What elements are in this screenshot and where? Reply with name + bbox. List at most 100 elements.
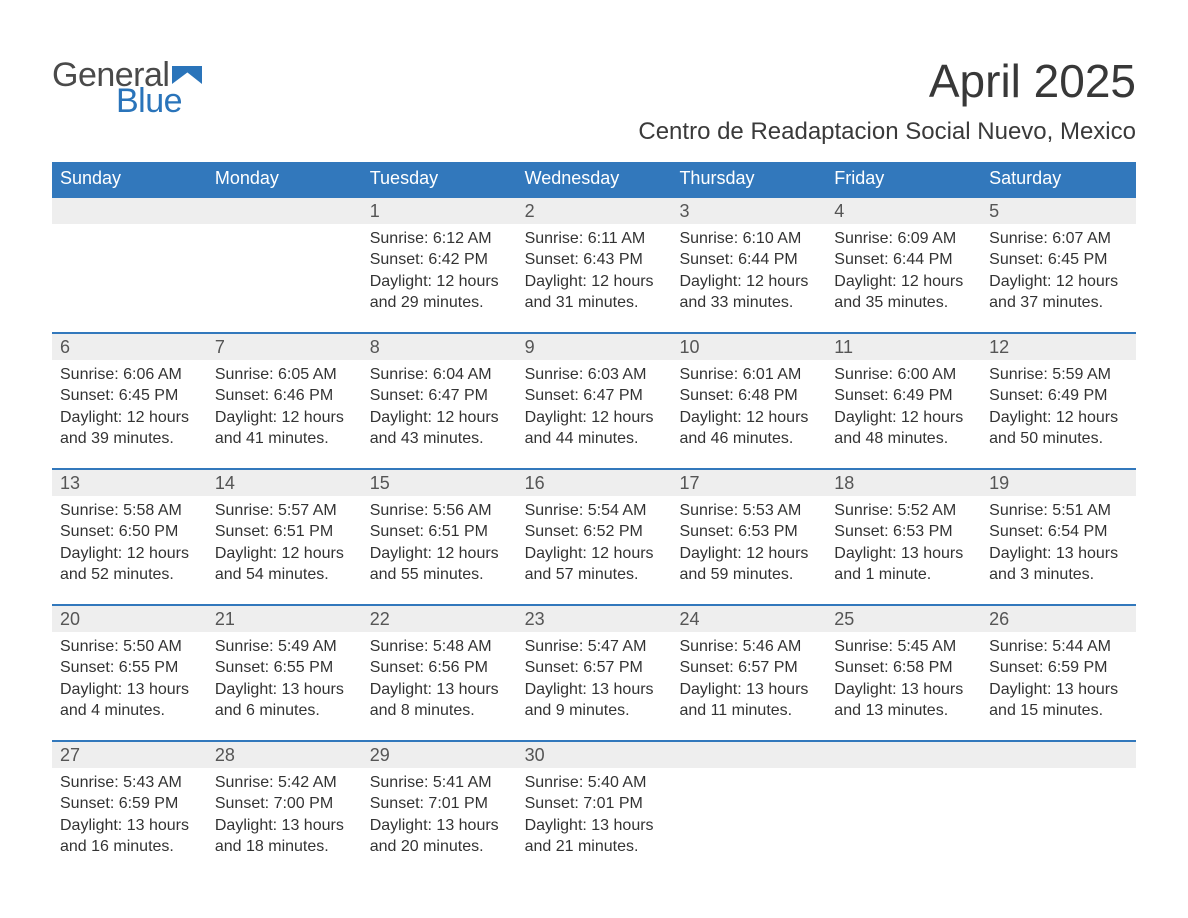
day-number-row: 12 xyxy=(981,332,1136,360)
day-body: Sunrise: 5:45 AMSunset: 6:58 PMDaylight:… xyxy=(826,632,981,724)
calendar-day: 23Sunrise: 5:47 AMSunset: 6:57 PMDayligh… xyxy=(517,604,672,724)
sunrise-value: Sunrise: 5:46 AM xyxy=(679,636,818,657)
day-number-row: 30 xyxy=(517,740,672,768)
day-number-row: 5 xyxy=(981,196,1136,224)
calendar-day: 29Sunrise: 5:41 AMSunset: 7:01 PMDayligh… xyxy=(362,740,517,860)
day-number-row: 8 xyxy=(362,332,517,360)
calendar-day: 24Sunrise: 5:46 AMSunset: 6:57 PMDayligh… xyxy=(671,604,826,724)
day-number: 4 xyxy=(826,201,844,222)
sunrise-value: Sunrise: 6:07 AM xyxy=(989,228,1128,249)
calendar-day xyxy=(52,196,207,316)
sunset-value: Sunset: 7:01 PM xyxy=(525,793,664,814)
day-number: 21 xyxy=(207,609,235,630)
day-number-row: 18 xyxy=(826,468,981,496)
page-title: April 2025 xyxy=(638,58,1136,104)
sunrise-value: Sunrise: 5:47 AM xyxy=(525,636,664,657)
calendar-day: 14Sunrise: 5:57 AMSunset: 6:51 PMDayligh… xyxy=(207,468,362,588)
day-body: Sunrise: 5:57 AMSunset: 6:51 PMDaylight:… xyxy=(207,496,362,588)
day-number-row: 6 xyxy=(52,332,207,360)
day-body xyxy=(671,768,826,860)
calendar-day: 7Sunrise: 6:05 AMSunset: 6:46 PMDaylight… xyxy=(207,332,362,452)
sunrise-value: Sunrise: 5:52 AM xyxy=(834,500,973,521)
sunrise-value: Sunrise: 5:40 AM xyxy=(525,772,664,793)
day-body: Sunrise: 5:56 AMSunset: 6:51 PMDaylight:… xyxy=(362,496,517,588)
day-body: Sunrise: 5:49 AMSunset: 6:55 PMDaylight:… xyxy=(207,632,362,724)
calendar-day: 13Sunrise: 5:58 AMSunset: 6:50 PMDayligh… xyxy=(52,468,207,588)
calendar-day: 28Sunrise: 5:42 AMSunset: 7:00 PMDayligh… xyxy=(207,740,362,860)
sunset-value: Sunset: 6:54 PM xyxy=(989,521,1128,542)
day-body: Sunrise: 5:53 AMSunset: 6:53 PMDaylight:… xyxy=(671,496,826,588)
sunrise-value: Sunrise: 5:48 AM xyxy=(370,636,509,657)
day-number-row: 7 xyxy=(207,332,362,360)
daylight-value: Daylight: 12 hours and 57 minutes. xyxy=(525,543,664,586)
sunrise-value: Sunrise: 6:11 AM xyxy=(525,228,664,249)
sunrise-value: Sunrise: 6:12 AM xyxy=(370,228,509,249)
day-number: 5 xyxy=(981,201,999,222)
sunset-value: Sunset: 6:56 PM xyxy=(370,657,509,678)
day-number-row xyxy=(52,196,207,224)
calendar-day: 2Sunrise: 6:11 AMSunset: 6:43 PMDaylight… xyxy=(517,196,672,316)
daylight-value: Daylight: 12 hours and 54 minutes. xyxy=(215,543,354,586)
calendar-day: 22Sunrise: 5:48 AMSunset: 6:56 PMDayligh… xyxy=(362,604,517,724)
day-number: 12 xyxy=(981,337,1009,358)
calendar-week: 13Sunrise: 5:58 AMSunset: 6:50 PMDayligh… xyxy=(52,468,1136,588)
daylight-value: Daylight: 13 hours and 15 minutes. xyxy=(989,679,1128,722)
calendar-day: 9Sunrise: 6:03 AMSunset: 6:47 PMDaylight… xyxy=(517,332,672,452)
sunset-value: Sunset: 7:00 PM xyxy=(215,793,354,814)
daylight-value: Daylight: 13 hours and 9 minutes. xyxy=(525,679,664,722)
day-number: 10 xyxy=(671,337,699,358)
calendar-day: 27Sunrise: 5:43 AMSunset: 6:59 PMDayligh… xyxy=(52,740,207,860)
day-number-row xyxy=(671,740,826,768)
header-row: General Blue April 2025 Centro de Readap… xyxy=(52,58,1136,146)
sunset-value: Sunset: 6:43 PM xyxy=(525,249,664,270)
calendar-day: 16Sunrise: 5:54 AMSunset: 6:52 PMDayligh… xyxy=(517,468,672,588)
sunrise-value: Sunrise: 6:00 AM xyxy=(834,364,973,385)
weekday-saturday: Saturday xyxy=(981,162,1136,196)
day-number: 15 xyxy=(362,473,390,494)
day-number-row: 16 xyxy=(517,468,672,496)
daylight-value: Daylight: 12 hours and 48 minutes. xyxy=(834,407,973,450)
day-number-row: 26 xyxy=(981,604,1136,632)
day-body xyxy=(981,768,1136,860)
daylight-value: Daylight: 13 hours and 3 minutes. xyxy=(989,543,1128,586)
sunrise-value: Sunrise: 5:56 AM xyxy=(370,500,509,521)
daylight-value: Daylight: 13 hours and 18 minutes. xyxy=(215,815,354,858)
daylight-value: Daylight: 12 hours and 39 minutes. xyxy=(60,407,199,450)
weekday-tuesday: Tuesday xyxy=(362,162,517,196)
sunset-value: Sunset: 6:46 PM xyxy=(215,385,354,406)
sunrise-value: Sunrise: 5:42 AM xyxy=(215,772,354,793)
day-number: 11 xyxy=(826,337,853,358)
day-body: Sunrise: 6:09 AMSunset: 6:44 PMDaylight:… xyxy=(826,224,981,316)
sunrise-value: Sunrise: 6:01 AM xyxy=(679,364,818,385)
daylight-value: Daylight: 12 hours and 43 minutes. xyxy=(370,407,509,450)
daylight-value: Daylight: 12 hours and 33 minutes. xyxy=(679,271,818,314)
sunset-value: Sunset: 6:52 PM xyxy=(525,521,664,542)
sunrise-value: Sunrise: 6:10 AM xyxy=(679,228,818,249)
calendar: Sunday Monday Tuesday Wednesday Thursday… xyxy=(52,162,1136,860)
sunset-value: Sunset: 6:42 PM xyxy=(370,249,509,270)
day-number-row: 29 xyxy=(362,740,517,768)
daylight-value: Daylight: 13 hours and 11 minutes. xyxy=(679,679,818,722)
day-number: 3 xyxy=(671,201,689,222)
day-number-row: 27 xyxy=(52,740,207,768)
day-number-row xyxy=(981,740,1136,768)
sunrise-value: Sunrise: 5:49 AM xyxy=(215,636,354,657)
day-body: Sunrise: 5:46 AMSunset: 6:57 PMDaylight:… xyxy=(671,632,826,724)
day-number: 2 xyxy=(517,201,535,222)
day-body: Sunrise: 5:42 AMSunset: 7:00 PMDaylight:… xyxy=(207,768,362,860)
sunrise-value: Sunrise: 6:05 AM xyxy=(215,364,354,385)
sunset-value: Sunset: 6:51 PM xyxy=(370,521,509,542)
calendar-day xyxy=(826,740,981,860)
sunrise-value: Sunrise: 5:44 AM xyxy=(989,636,1128,657)
day-body: Sunrise: 5:59 AMSunset: 6:49 PMDaylight:… xyxy=(981,360,1136,452)
daylight-value: Daylight: 13 hours and 20 minutes. xyxy=(370,815,509,858)
day-number: 13 xyxy=(52,473,80,494)
title-block: April 2025 Centro de Readaptacion Social… xyxy=(638,58,1136,146)
calendar-day: 4Sunrise: 6:09 AMSunset: 6:44 PMDaylight… xyxy=(826,196,981,316)
calendar-day: 5Sunrise: 6:07 AMSunset: 6:45 PMDaylight… xyxy=(981,196,1136,316)
sunrise-value: Sunrise: 6:03 AM xyxy=(525,364,664,385)
sunrise-value: Sunrise: 5:51 AM xyxy=(989,500,1128,521)
day-number-row: 4 xyxy=(826,196,981,224)
sunrise-value: Sunrise: 5:57 AM xyxy=(215,500,354,521)
day-number: 7 xyxy=(207,337,225,358)
